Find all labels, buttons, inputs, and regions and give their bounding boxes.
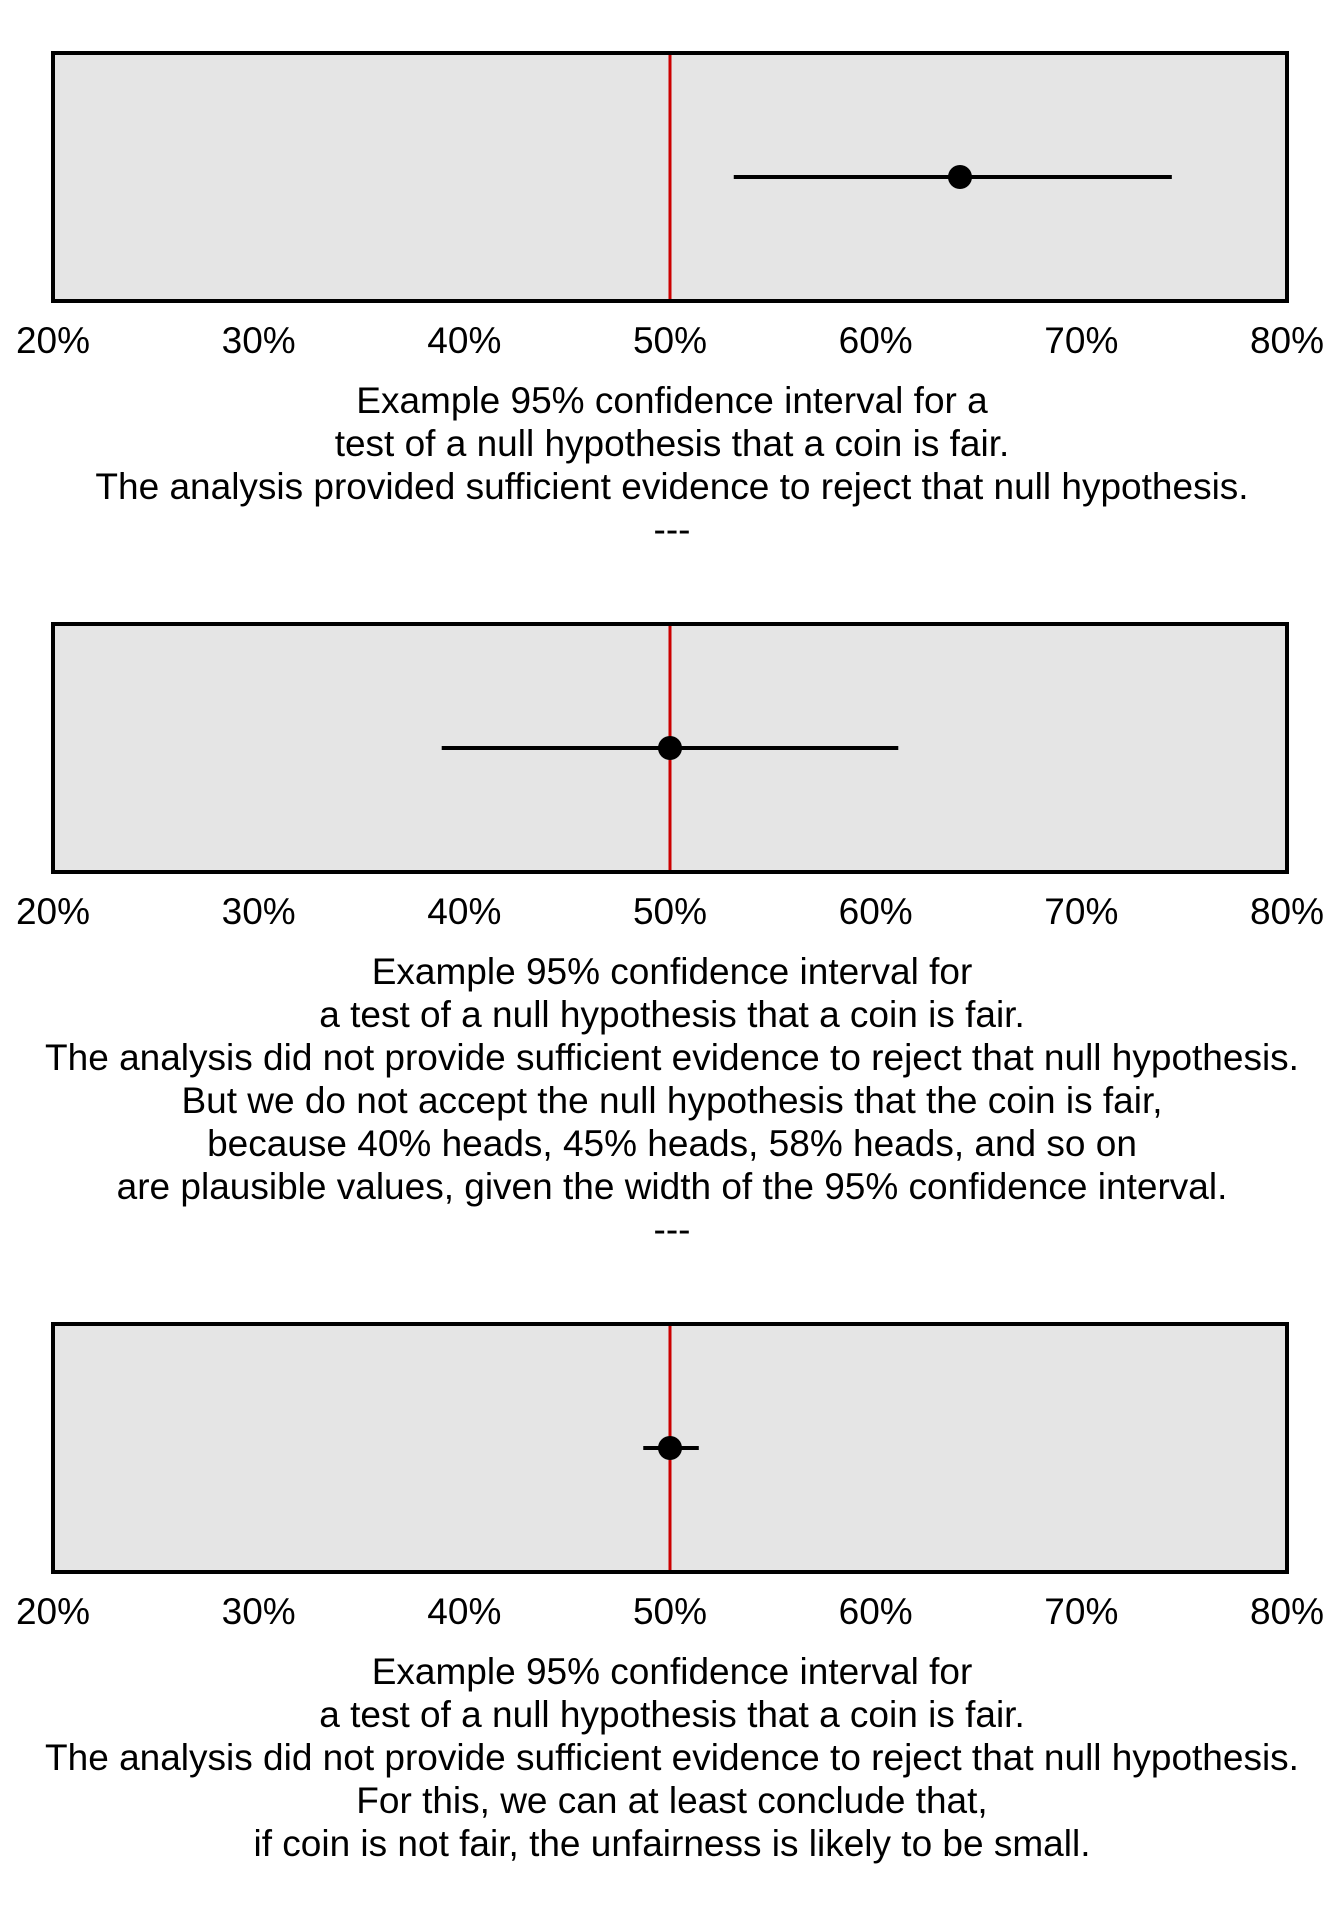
x-tick-label: 30% <box>222 891 296 932</box>
x-tick-label: 20% <box>16 320 90 361</box>
point-estimate <box>658 736 682 760</box>
caption-line: are plausible values, given the width of… <box>117 1166 1228 1207</box>
caption-line: if coin is not fair, the unfairness is l… <box>254 1823 1091 1864</box>
x-tick-label: 20% <box>16 1591 90 1632</box>
x-tick-label: 40% <box>427 1591 501 1632</box>
plot-border <box>51 51 1289 303</box>
x-tick-label: 60% <box>839 891 913 932</box>
plot-border <box>51 622 1289 874</box>
x-tick-label: 70% <box>1044 891 1118 932</box>
x-tick-label: 50% <box>633 1591 707 1632</box>
x-tick-label: 30% <box>222 320 296 361</box>
caption-line: But we do not accept the null hypothesis… <box>181 1080 1162 1121</box>
caption-line: For this, we can at least conclude that, <box>356 1780 987 1821</box>
point-estimate <box>658 1436 682 1460</box>
caption-line: Example 95% confidence interval for <box>372 1651 973 1692</box>
caption-line: test of a null hypothesis that a coin is… <box>335 423 1010 464</box>
caption-line: --- <box>654 1209 691 1250</box>
x-tick-label: 80% <box>1250 320 1324 361</box>
x-tick-label: 50% <box>633 320 707 361</box>
chart-panel-2: 20% 30% 40% 50% 60% 70% 80% Example 95% confide… <box>16 622 1324 1250</box>
caption-line: The analysis did not provide sufficient … <box>45 1737 1299 1778</box>
x-tick-label: 30% <box>222 1591 296 1632</box>
caption-line: The analysis provided sufficient evidenc… <box>95 466 1248 507</box>
caption-line: Example 95% confidence interval for a <box>356 380 988 421</box>
plot-border <box>51 1322 1289 1574</box>
x-tick-label: 60% <box>839 1591 913 1632</box>
x-tick-label: 50% <box>633 891 707 932</box>
x-tick-label: 70% <box>1044 1591 1118 1632</box>
caption-line: a test of a null hypothesis that a coin … <box>319 994 1024 1035</box>
chart-panel-3: 20% 30% 40% 50% 60% 70% 80% Example 95% confide… <box>16 1322 1324 1864</box>
caption-line: --- <box>654 509 691 550</box>
caption-line: The analysis did not provide sufficient … <box>45 1037 1299 1078</box>
x-tick-label: 40% <box>427 891 501 932</box>
x-tick-label: 20% <box>16 891 90 932</box>
x-tick-label: 80% <box>1250 891 1324 932</box>
x-tick-label: 70% <box>1044 320 1118 361</box>
chart-panel-1: 20% 30% 40% 50% 60% 70% 80% Example 95% confide… <box>16 51 1324 550</box>
x-tick-label: 40% <box>427 320 501 361</box>
caption-line: because 40% heads, 45% heads, 58% heads,… <box>207 1123 1137 1164</box>
x-tick-label: 80% <box>1250 1591 1324 1632</box>
x-tick-label: 60% <box>839 320 913 361</box>
point-estimate <box>947 165 972 189</box>
caption-line: a test of a null hypothesis that a coin … <box>319 1694 1024 1735</box>
caption-line: Example 95% confidence interval for <box>372 951 973 992</box>
